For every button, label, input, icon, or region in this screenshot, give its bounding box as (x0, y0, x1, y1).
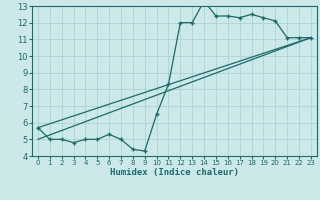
X-axis label: Humidex (Indice chaleur): Humidex (Indice chaleur) (110, 168, 239, 177)
